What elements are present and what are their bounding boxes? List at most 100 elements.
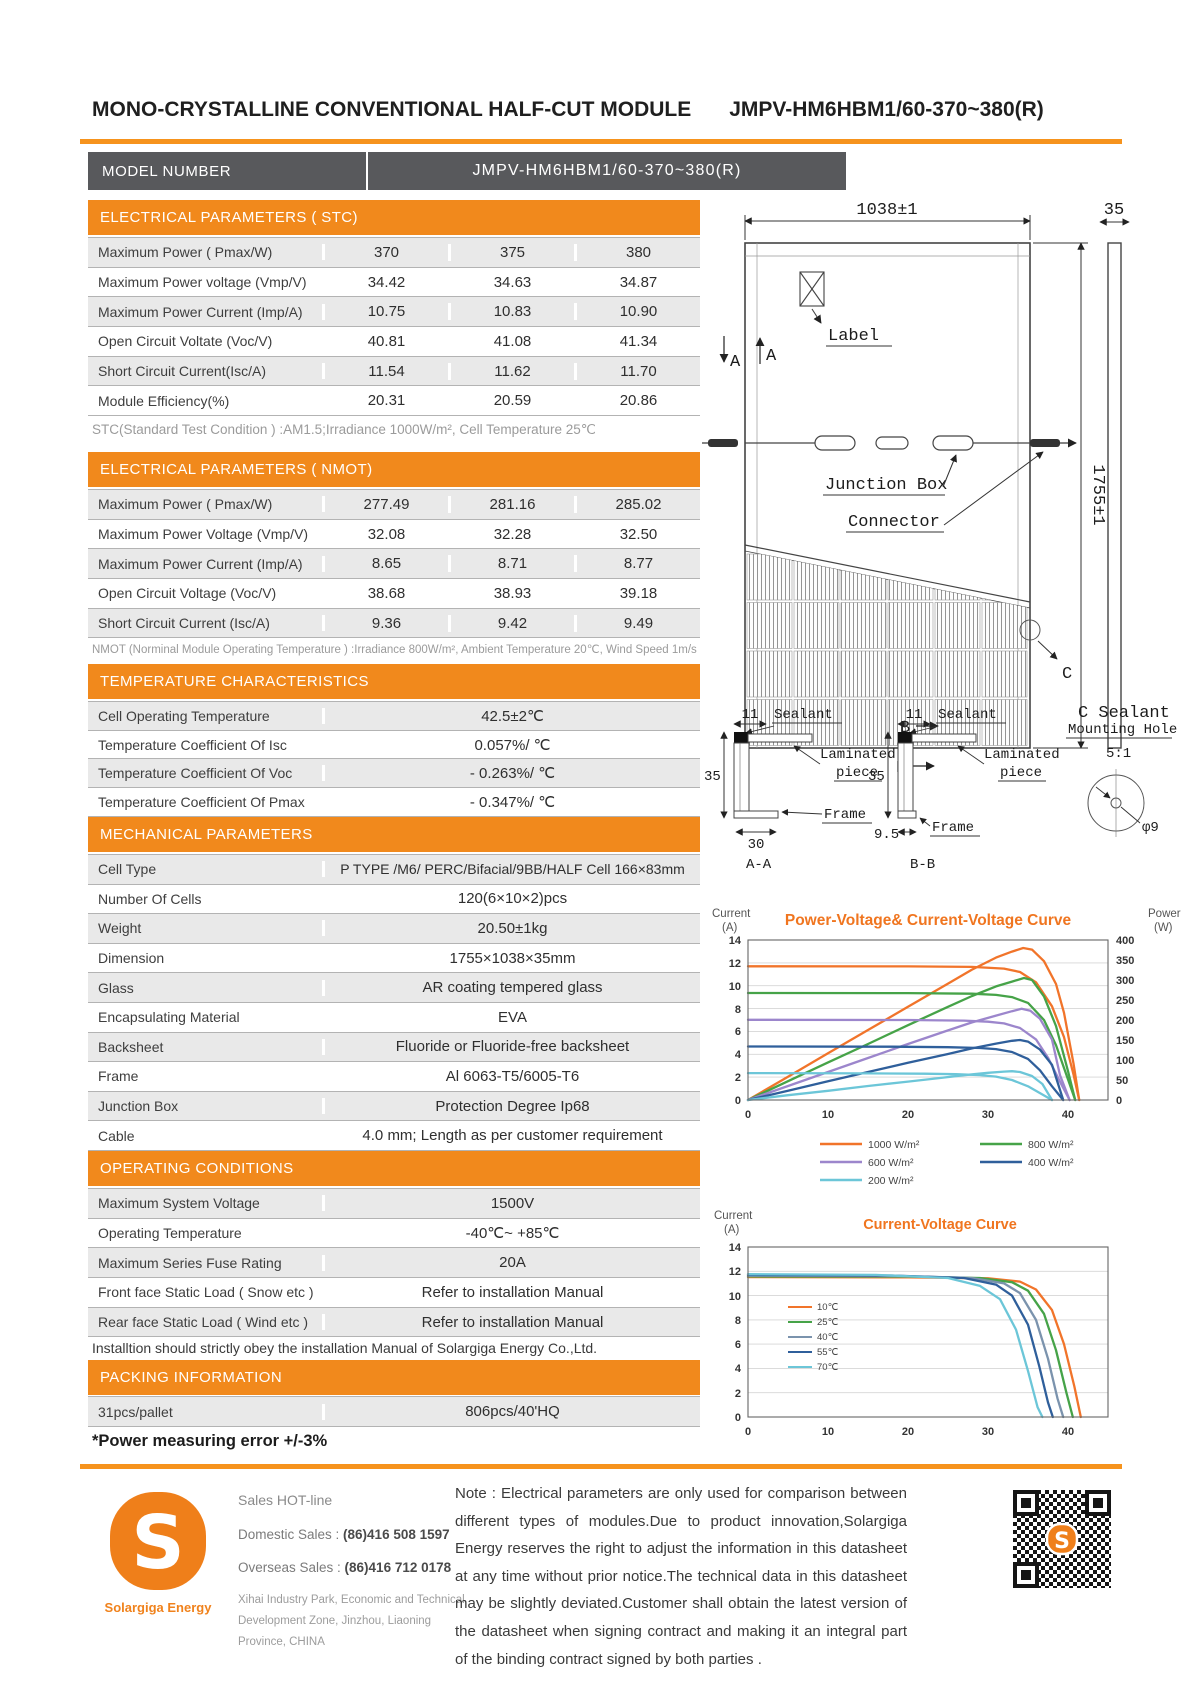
side-profile bbox=[1107, 242, 1122, 749]
title-model-code: JMPV-HM6HBM1/60-370~380(R) bbox=[729, 98, 1044, 121]
chart1-plot-border bbox=[747, 939, 1109, 1101]
table-row: Glass AR coating tempered glass bbox=[88, 973, 700, 1003]
section-bb-detail: 11 Sealant 35 9.5 Laminated piece Frame … bbox=[868, 707, 1060, 873]
junction-box-annotation: Junction Box bbox=[825, 476, 947, 495]
svg-text:40: 40 bbox=[1062, 1109, 1074, 1121]
svg-text:30: 30 bbox=[748, 837, 765, 853]
svg-text:(A): (A) bbox=[724, 1224, 740, 1236]
chart2-x-ticks: 0 10 20 30 40 bbox=[745, 1426, 1074, 1438]
label-box bbox=[799, 271, 825, 324]
svg-text:40℃: 40℃ bbox=[817, 1332, 839, 1343]
chart1-left-axis-label: Current bbox=[712, 908, 751, 920]
nmot-footnote: NMOT (Norminal Module Operating Temperat… bbox=[92, 644, 697, 656]
connector-leader bbox=[943, 451, 1044, 526]
dim-thickness-label: 35 bbox=[1104, 201, 1124, 220]
table-row: Temperature Coefficient Of Pmax - 0.347%/… bbox=[88, 788, 700, 817]
table-row: Module Efficiency(%) 20.31 20.59 20.86 bbox=[88, 386, 700, 417]
stc-table: Maximum Power ( Pmax/W) 370 375 380 Maximum… bbox=[88, 237, 700, 417]
svg-text:(A): (A) bbox=[722, 922, 738, 934]
model-number-row: MODEL NUMBER JMPV-HM6HBM1/60-370~380(R) bbox=[88, 152, 846, 190]
svg-text:0: 0 bbox=[745, 1109, 751, 1121]
svg-text:40: 40 bbox=[1062, 1426, 1074, 1438]
svg-text:0: 0 bbox=[735, 1095, 741, 1107]
table-row: 31pcs/pallet 806pcs/40'HQ bbox=[88, 1397, 700, 1427]
company-name: Solargiga Energy bbox=[104, 1600, 212, 1615]
section-header-packing: PACKING INFORMATION bbox=[88, 1360, 700, 1395]
svg-text:Frame: Frame bbox=[824, 807, 866, 823]
operating-table: Maximum System Voltage 1500V Operating Te… bbox=[88, 1188, 700, 1338]
section-a-marks bbox=[719, 336, 765, 364]
svg-text:9.5: 9.5 bbox=[874, 827, 899, 843]
svg-text:55℃: 55℃ bbox=[817, 1347, 839, 1358]
svg-text:400: 400 bbox=[1116, 935, 1134, 947]
svg-text:5:1: 5:1 bbox=[1106, 746, 1131, 762]
svg-text:20: 20 bbox=[902, 1109, 914, 1121]
overseas-sales-line: Overseas Sales : (86)416 712 0178 bbox=[238, 1560, 452, 1575]
svg-text:30: 30 bbox=[982, 1109, 994, 1121]
table-row: Cell Type P TYPE /M6/ PERC/Bifacial/9BB/H… bbox=[88, 855, 700, 885]
title-product: MONO-CRYSTALLINE CONVENTIONAL HALF-CUT M… bbox=[92, 98, 692, 121]
temperature-table: Cell Operating Temperature 42.5±2℃ Temper… bbox=[88, 701, 700, 817]
svg-text:12: 12 bbox=[729, 958, 741, 970]
chart1-left-ticks: 14 12 10 8 6 4 2 0 bbox=[729, 935, 742, 1107]
section-a-label: A bbox=[730, 353, 741, 372]
svg-text:10: 10 bbox=[729, 1291, 741, 1303]
svg-text:35: 35 bbox=[704, 769, 721, 785]
chart2-legend: 10℃ 25℃ 40℃ 55℃ 70℃ bbox=[788, 1302, 839, 1373]
installation-note: Installtion should strictly obey the ins… bbox=[92, 1340, 598, 1356]
iv-temperature-chart: Current-Voltage Curve Current (A) 14 12 … bbox=[714, 1210, 1109, 1438]
svg-text:Sealant: Sealant bbox=[774, 707, 833, 723]
detail-c-circle bbox=[1019, 619, 1041, 641]
table-row: Dimension 1755×1038×35mm bbox=[88, 943, 700, 974]
section-header-nmot: ELECTRICAL PARAMETERS ( NMOT) bbox=[88, 452, 700, 487]
svg-text:0: 0 bbox=[735, 1412, 741, 1424]
svg-text:100: 100 bbox=[1116, 1055, 1134, 1067]
detail-c-label: C bbox=[1062, 665, 1072, 684]
svg-text:800 W/m²: 800 W/m² bbox=[1028, 1139, 1074, 1151]
chart1-legend: 1000 W/m² 800 W/m² 600 W/m² 400 W/m² 200… bbox=[820, 1139, 1074, 1187]
packing-table: 31pcs/pallet 806pcs/40'HQ bbox=[88, 1396, 700, 1427]
table-row: Maximum Power ( Pmax/W) 277.49 281.16 285.0… bbox=[88, 490, 700, 520]
svg-text:S: S bbox=[131, 1500, 184, 1586]
company-address: Xihai Industry Park, Economic and Techni… bbox=[238, 1594, 465, 1648]
svg-text:0: 0 bbox=[1116, 1095, 1122, 1107]
mounting-hole-detail: C Sealant Mounting Hole 5:1 φ9 bbox=[1066, 704, 1177, 837]
svg-text:4: 4 bbox=[735, 1049, 742, 1061]
svg-text:φ9: φ9 bbox=[1142, 820, 1159, 836]
mechanical-table: Cell Type P TYPE /M6/ PERC/Bifacial/9BB/H… bbox=[88, 854, 700, 1151]
chart2-left-ticks: 14 12 10 8 6 4 2 0 bbox=[729, 1242, 742, 1424]
svg-text:8: 8 bbox=[735, 1004, 741, 1016]
legal-note: Note : Electrical parameters are only us… bbox=[455, 1485, 907, 1668]
table-row: Maximum Power Current (Imp/A) 10.75 10.83 1… bbox=[88, 297, 700, 328]
connector-annotation: Connector bbox=[848, 513, 940, 532]
connector-right bbox=[1030, 439, 1060, 447]
table-row: Maximum System Voltage 1500V bbox=[88, 1189, 700, 1219]
svg-text:25℃: 25℃ bbox=[817, 1317, 839, 1328]
table-row: Maximum Power Current (Imp/A) 8.65 8.71 8.7… bbox=[88, 549, 700, 580]
chart1-right-ticks: 400 350 300 250 200 150 100 50 0 bbox=[1116, 935, 1134, 1107]
svg-text:14: 14 bbox=[729, 1242, 742, 1254]
dim-height-label: 1755±1 bbox=[1088, 464, 1107, 525]
svg-text:10: 10 bbox=[822, 1426, 834, 1438]
table-row: Junction Box Protection Degree Ip68 bbox=[88, 1091, 700, 1122]
svg-text:Frame: Frame bbox=[932, 820, 974, 836]
table-row: Cable 4.0 mm; Length as per customer requ… bbox=[88, 1121, 700, 1151]
table-row: Number Of Cells 120(6×10×2)pcs bbox=[88, 884, 700, 915]
section-header-stc: ELECTRICAL PARAMETERS ( STC) bbox=[88, 200, 700, 235]
table-row: Short Circuit Current(Isc/A) 11.54 11.62 11… bbox=[88, 356, 700, 387]
chart2-title: Current-Voltage Curve bbox=[863, 1217, 1017, 1233]
svg-text:11: 11 bbox=[906, 707, 923, 723]
chart1-title: Power-Voltage& Current-Voltage Curve bbox=[785, 912, 1072, 929]
chart1-right-axis-label: Power bbox=[1148, 908, 1181, 920]
svg-text:300: 300 bbox=[1116, 975, 1134, 987]
svg-text:1000 W/m²: 1000 W/m² bbox=[868, 1139, 920, 1151]
model-number-label: MODEL NUMBER bbox=[88, 152, 366, 190]
svg-text:200: 200 bbox=[1116, 1015, 1134, 1027]
svg-text:10: 10 bbox=[729, 981, 741, 993]
table-row: Open Circuit Voltate (Voc/V) 40.81 41.08 41… bbox=[88, 327, 700, 357]
qr-code: S bbox=[1005, 1482, 1119, 1596]
table-row: Maximum Power ( Pmax/W) 370 375 380 bbox=[88, 238, 700, 268]
table-row: Weight 20.50±1kg bbox=[88, 914, 700, 944]
svg-text:10: 10 bbox=[822, 1109, 834, 1121]
svg-text:B-B: B-B bbox=[910, 857, 935, 873]
